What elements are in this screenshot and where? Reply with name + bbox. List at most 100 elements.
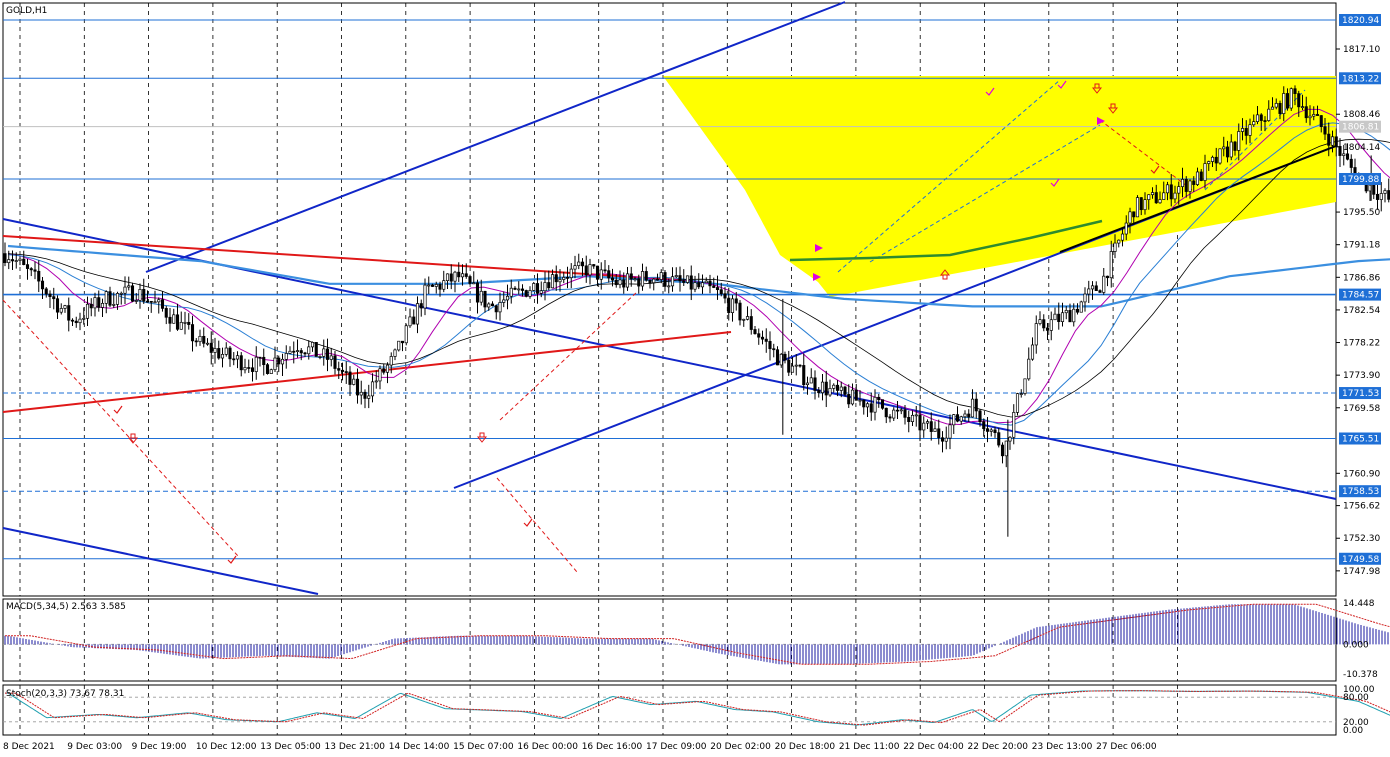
candle-body (513, 287, 517, 290)
candle-body (202, 335, 206, 344)
candle-body (490, 303, 495, 307)
candle-body (1139, 197, 1143, 211)
candle-body (70, 319, 75, 322)
candle-body (78, 318, 82, 324)
candle-body (475, 282, 480, 303)
candle-body (363, 391, 367, 399)
candle-body (67, 305, 71, 321)
candle-body (865, 403, 870, 408)
macd-panel-frame (2, 598, 1337, 682)
candle-body (1379, 193, 1383, 200)
candle-body (787, 359, 791, 373)
candle-body (955, 414, 960, 422)
projection-line (2, 299, 239, 557)
time-tick-label: 14 Dec 14:00 (389, 742, 450, 752)
candle-body (442, 280, 446, 290)
candle-body (502, 299, 506, 303)
candle-body (708, 280, 712, 287)
candle-body (487, 303, 491, 308)
price-level-label: 1820.94 (1342, 16, 1379, 26)
candle-body (220, 354, 225, 359)
candle-body (685, 275, 690, 283)
candle-body (1237, 131, 1241, 151)
candle-body (404, 325, 408, 344)
candle-body (1015, 393, 1020, 413)
candle-body (790, 365, 795, 373)
candle-body (235, 355, 240, 360)
price-tick-label: 1791.18 (1343, 241, 1380, 251)
candle-body (382, 368, 386, 373)
candle-body (168, 316, 172, 324)
time-tick-label: 10 Dec 12:00 (196, 742, 257, 752)
candle-body (273, 357, 277, 371)
candle-body (577, 261, 581, 267)
time-tick-label: 15 Dec 07:00 (453, 742, 514, 752)
candle-body (1222, 146, 1226, 150)
candle-body (262, 356, 266, 366)
candle-body (119, 292, 123, 295)
candle-body (839, 386, 843, 391)
candle-body (704, 280, 708, 284)
time-tick-label: 20 Dec 02:00 (710, 742, 771, 752)
price-level-box (1339, 485, 1381, 498)
candle-body (82, 317, 86, 320)
candle-body (895, 409, 900, 412)
price-level-box (1339, 72, 1381, 85)
candle-body (835, 384, 840, 391)
time-tick-label: 22 Dec 20:00 (968, 742, 1029, 752)
candle-body (1143, 199, 1147, 211)
candle-body (562, 277, 566, 280)
channel-line (2, 527, 319, 595)
macd-axis-label: 0.000 (1343, 640, 1369, 650)
candle-body (303, 352, 307, 355)
price-tick-label: 1773.90 (1343, 371, 1380, 381)
candle-body (723, 293, 727, 299)
candle-body (172, 314, 176, 324)
candle-body (1285, 93, 1290, 109)
candle-body (217, 348, 221, 359)
candle-body (820, 381, 825, 394)
candle-body (1203, 163, 1207, 181)
candle-body (907, 416, 911, 422)
candle-body (843, 386, 847, 395)
candle-body (922, 422, 926, 431)
stoch-axis-label: 0.00 (1343, 726, 1363, 736)
macd-axis-label: -10.378 (1343, 670, 1378, 680)
price-level-label: 1806.81 (1342, 123, 1379, 133)
candle-body (749, 316, 753, 330)
candle-body (1053, 313, 1057, 321)
candle-body (948, 424, 952, 439)
candle-body (7, 259, 11, 264)
candle-body (599, 269, 603, 280)
candle-body (858, 399, 862, 402)
candle-body (449, 273, 453, 282)
candle-body (730, 298, 735, 313)
candle-body (1045, 327, 1050, 331)
candle-body (284, 353, 288, 360)
projection-arrows (2, 79, 1306, 573)
candle-body (554, 274, 558, 283)
candle-body (340, 369, 345, 372)
candle-body (854, 389, 858, 401)
candle-body (1192, 180, 1196, 185)
candle-body (25, 264, 30, 269)
candle-body (757, 333, 761, 338)
candle-body (232, 358, 236, 361)
candle-body (528, 290, 532, 297)
candle-body (498, 302, 502, 313)
candle-body (269, 369, 273, 374)
candle-body (640, 271, 645, 287)
candle-body (299, 350, 303, 354)
candle-body (1180, 179, 1185, 187)
check-marker (227, 555, 237, 564)
candle-body (44, 288, 48, 295)
projection-line (499, 291, 638, 421)
candle-body (329, 355, 333, 360)
candle-body (993, 429, 997, 434)
stoch-label: Stoch(20,3,3) 73.67 78.31 (6, 689, 124, 699)
candle-body (903, 409, 907, 418)
price-tick-label: 1752.30 (1343, 534, 1380, 544)
candle-body (1300, 106, 1305, 108)
